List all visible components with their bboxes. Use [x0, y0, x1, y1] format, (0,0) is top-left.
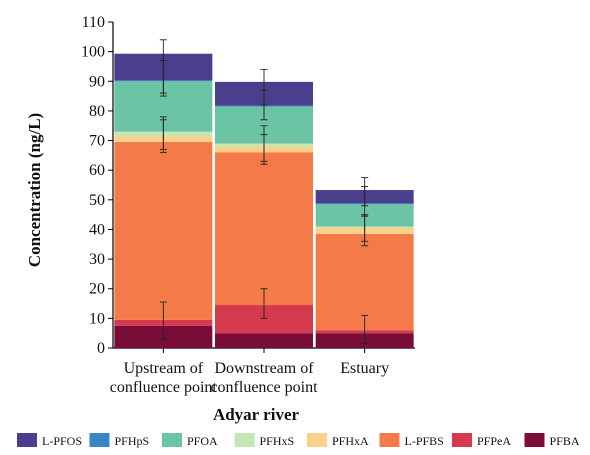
y-tick-label: 100: [81, 44, 105, 61]
x-category-label-line: Estuary: [340, 360, 389, 377]
legend-label-pfhps: PFHpS: [115, 434, 150, 448]
y-tick-label: 90: [89, 73, 105, 90]
legend: L-PFOS PFHpS PFOA PFHxS PFHxA L-PFBS PFPeA PFBA: [17, 433, 580, 448]
y-tick-label: 70: [89, 133, 105, 150]
legend-swatch-l-pfbs: [379, 433, 400, 447]
legend-swatch-l-pfos: [17, 433, 37, 447]
legend-swatch-pfhps: [89, 433, 110, 447]
legend-swatch-pfoa: [162, 433, 182, 447]
legend-swatch-pfpea: [452, 433, 472, 447]
x-category-label-line: Upstream of: [124, 360, 204, 377]
y-tick-label: 20: [89, 281, 105, 298]
legend-label-l-pfos: L-PFOS: [42, 434, 82, 448]
y-tick-label: 60: [89, 162, 105, 179]
y-tick-label: 110: [82, 14, 105, 31]
y-tick-label: 10: [89, 310, 105, 327]
y-tick-label: 80: [89, 103, 105, 120]
axes: 0 10 20 30 40 50 60 70 80 90 100 110: [81, 14, 415, 357]
error-bars: [159, 39, 369, 345]
x-category-label-line: Downstream of: [214, 360, 314, 377]
legend-label-pfpea: PFPeA: [477, 434, 511, 448]
y-axis-title: Concentration (ng/L): [25, 113, 44, 267]
bar-segment-l-pfbs: [114, 142, 213, 320]
y-tick-label: 30: [89, 251, 105, 268]
x-category-label-line: confluence point: [110, 379, 218, 396]
bar-segment-pfba: [215, 333, 313, 348]
x-axis-title: Adyar river: [213, 405, 300, 424]
legend-label-pfoa: PFOA: [187, 434, 218, 448]
x-category-label: Estuary: [340, 360, 389, 377]
legend-label-pfba: PFBA: [550, 434, 580, 448]
x-category-label: Upstream of confluence point: [110, 360, 218, 396]
legend-label-l-pfbs: L-PFBS: [405, 434, 444, 448]
x-category-label-line: confluence point: [210, 379, 318, 396]
bar-segment-l-pfbs: [315, 233, 414, 331]
y-tick-label: 40: [89, 221, 105, 238]
legend-label-pfhxs: PFHxS: [260, 434, 295, 448]
legend-label-pfhxa: PFHxA: [332, 434, 369, 448]
x-category-label: Downstream of confluence point: [210, 360, 318, 396]
bar-segment-l-pfbs: [215, 152, 313, 306]
y-tick-label: 0: [97, 340, 105, 357]
legend-swatch-pfhxa: [307, 433, 327, 447]
y-tick-label: 50: [89, 192, 105, 209]
legend-swatch-pfba: [524, 433, 545, 447]
legend-swatch-pfhxs: [234, 433, 255, 447]
